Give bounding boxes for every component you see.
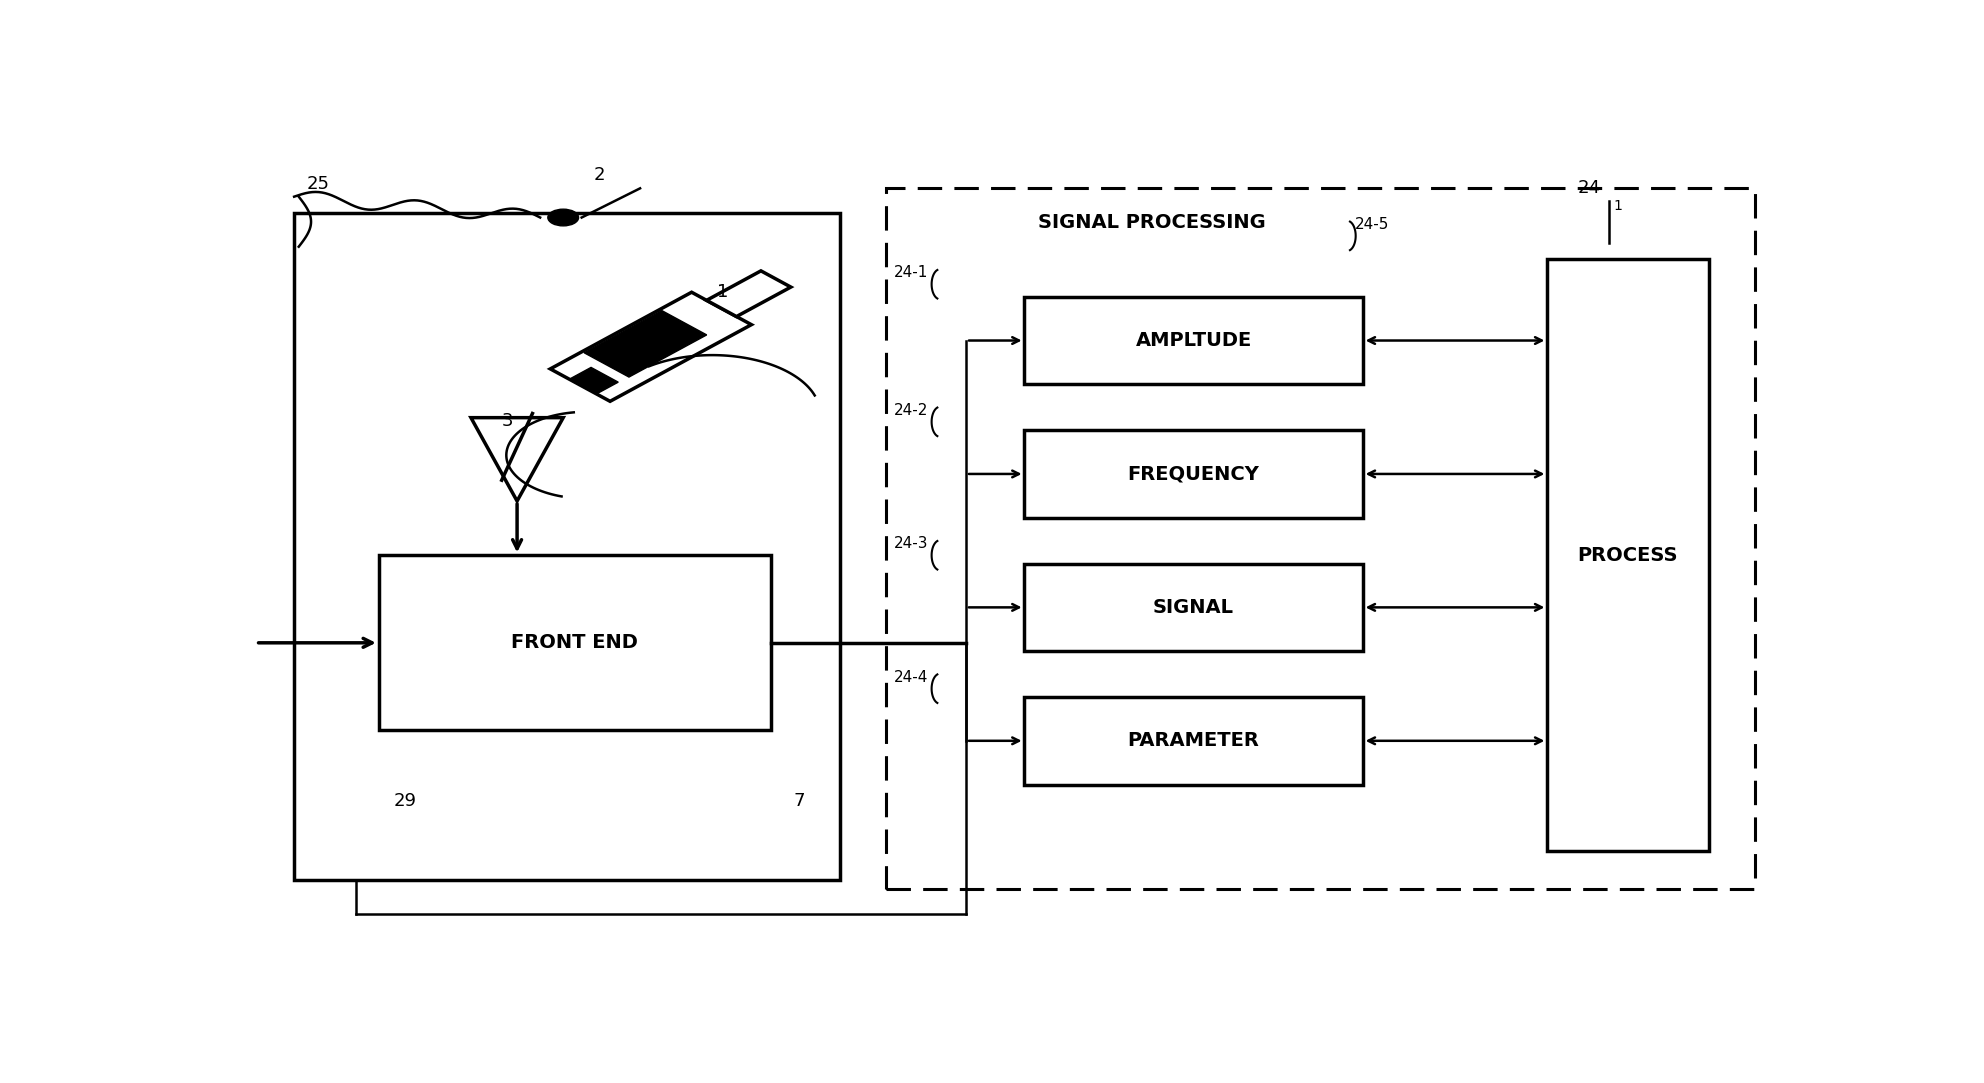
Bar	[887, 188, 1754, 889]
Text: SIGNAL PROCESSING: SIGNAL PROCESSING	[1038, 212, 1266, 232]
Bar	[379, 556, 772, 730]
Bar	[1024, 563, 1363, 651]
Text: 24-5: 24-5	[1355, 217, 1389, 232]
Bar	[1548, 259, 1708, 851]
Bar	[294, 213, 839, 880]
Text: 1: 1	[1613, 199, 1623, 213]
Text: PARAMETER: PARAMETER	[1127, 731, 1260, 751]
Text: 24-3: 24-3	[893, 536, 929, 551]
Text: 24: 24	[1577, 179, 1601, 197]
Text: 24-4: 24-4	[893, 669, 929, 684]
Text: 3: 3	[502, 413, 514, 430]
Text: PROCESS: PROCESS	[1577, 546, 1678, 564]
Polygon shape	[583, 311, 706, 377]
Text: 29: 29	[395, 792, 417, 810]
Text: FRONT END: FRONT END	[512, 634, 639, 652]
Text: FREQUENCY: FREQUENCY	[1127, 465, 1260, 483]
Polygon shape	[706, 271, 792, 316]
Text: 1: 1	[716, 283, 728, 301]
Text: 25: 25	[306, 174, 329, 193]
Text: 2: 2	[593, 166, 605, 184]
Text: 24-2: 24-2	[893, 403, 929, 418]
Bar	[1024, 297, 1363, 384]
Polygon shape	[550, 292, 752, 402]
Text: 7: 7	[794, 792, 806, 810]
Bar	[1024, 697, 1363, 784]
Text: SIGNAL: SIGNAL	[1153, 598, 1234, 617]
Text: 24-1: 24-1	[893, 265, 929, 280]
Circle shape	[548, 209, 579, 226]
Polygon shape	[569, 367, 619, 394]
Bar	[1024, 430, 1363, 518]
Polygon shape	[470, 418, 563, 501]
Text: AMPLTUDE: AMPLTUDE	[1135, 331, 1252, 350]
